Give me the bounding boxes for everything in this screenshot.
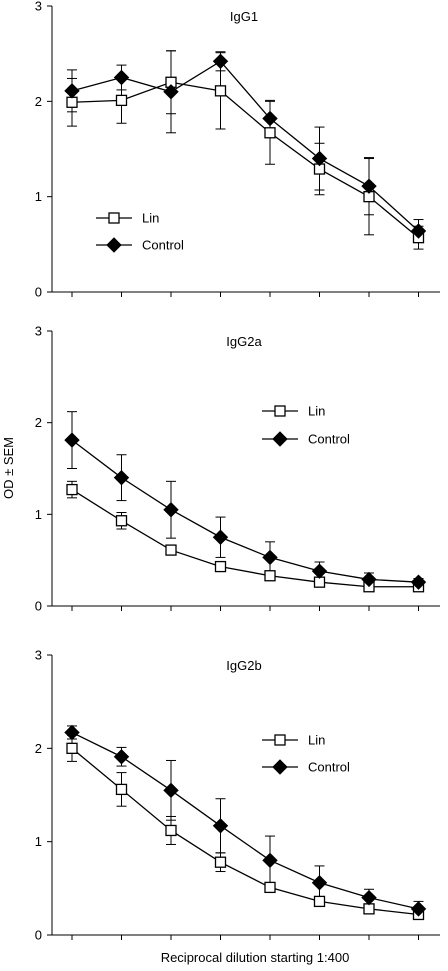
data-point-control bbox=[262, 852, 278, 869]
panel-2: 0 1 2 3 IgG2a Lin Control bbox=[35, 324, 440, 614]
legend-label: Control bbox=[142, 238, 184, 253]
legend-marker bbox=[108, 212, 120, 224]
data-point-lin bbox=[264, 881, 276, 894]
x-axis-label: Reciprocal dilution starting 1:400 bbox=[161, 950, 350, 965]
legend-label: Lin bbox=[308, 733, 325, 748]
data-point-lin bbox=[115, 515, 128, 527]
data-point-control bbox=[361, 571, 377, 588]
data-point-lin bbox=[66, 483, 78, 496]
data-point-control bbox=[113, 69, 130, 86]
series-line-control bbox=[71, 60, 419, 232]
legend: Lin Control bbox=[262, 404, 350, 447]
data-point-control bbox=[64, 83, 80, 99]
data-point-control bbox=[311, 150, 328, 167]
y-tick-label: 2 bbox=[35, 94, 42, 109]
series-line-control bbox=[71, 731, 419, 910]
data-point-control bbox=[311, 875, 328, 891]
data-point-lin bbox=[214, 85, 227, 97]
data-point-lin bbox=[313, 895, 326, 908]
data-point-control bbox=[113, 469, 130, 486]
y-tick-label: 0 bbox=[35, 285, 42, 300]
data-point-control bbox=[64, 432, 80, 448]
y-tick-label: 1 bbox=[35, 507, 42, 522]
data-point-lin bbox=[214, 560, 227, 573]
data-point-control bbox=[163, 84, 179, 100]
y-tick-label: 0 bbox=[35, 599, 42, 614]
y-tick-label: 1 bbox=[35, 834, 42, 849]
series-line-lin bbox=[71, 489, 419, 588]
legend-marker bbox=[272, 431, 288, 447]
data-point-lin bbox=[66, 96, 78, 108]
data-point-lin bbox=[115, 783, 128, 796]
y-tick-label: 1 bbox=[35, 189, 42, 204]
data-point-control bbox=[163, 782, 179, 799]
panel-title: IgG2b bbox=[226, 658, 261, 673]
data-point-control bbox=[163, 502, 179, 518]
data-point-control bbox=[311, 563, 328, 579]
data-point-lin bbox=[165, 824, 177, 837]
legend-marker bbox=[274, 734, 286, 746]
legend-label: Control bbox=[308, 432, 350, 447]
legend-marker bbox=[106, 237, 122, 253]
data-point-control bbox=[64, 724, 80, 741]
data-point-control bbox=[361, 889, 377, 906]
data-point-lin bbox=[214, 856, 227, 868]
panel-1: 0 1 2 3 IgG1 Lin Control bbox=[35, 0, 440, 300]
data-point-lin bbox=[66, 742, 78, 754]
legend: Lin Control bbox=[262, 733, 350, 775]
legend-label: Lin bbox=[142, 211, 159, 226]
y-tick-label: 0 bbox=[35, 928, 42, 943]
legend-label: Lin bbox=[308, 404, 325, 419]
y-tick-label: 3 bbox=[35, 0, 42, 14]
data-point-control bbox=[410, 901, 427, 917]
data-point-control bbox=[212, 53, 229, 70]
data-point-control bbox=[212, 529, 229, 545]
data-point-control bbox=[262, 110, 278, 127]
data-point-lin bbox=[264, 127, 276, 139]
series-line-lin bbox=[71, 747, 419, 916]
legend: Lin Control bbox=[96, 211, 184, 253]
data-point-lin bbox=[264, 570, 276, 582]
data-point-control bbox=[410, 574, 427, 590]
panel-title: IgG2a bbox=[226, 334, 262, 349]
y-tick-label: 3 bbox=[35, 324, 42, 339]
series-line-lin bbox=[71, 81, 419, 239]
data-point-control bbox=[113, 749, 130, 765]
data-point-control bbox=[262, 549, 278, 566]
panel-3: 0 1 2 3 IgG2b Lin Control bbox=[35, 648, 440, 943]
data-point-control bbox=[212, 818, 229, 834]
y-tick-label: 2 bbox=[35, 415, 42, 430]
data-point-control bbox=[410, 223, 427, 239]
legend-marker bbox=[274, 405, 286, 417]
y-tick-label: 2 bbox=[35, 741, 42, 756]
y-axis-label: OD ± SEM bbox=[1, 437, 16, 499]
data-point-lin bbox=[165, 544, 177, 556]
data-point-lin bbox=[115, 94, 128, 107]
legend-marker bbox=[272, 759, 288, 775]
series-line-control bbox=[71, 439, 419, 583]
data-point-control bbox=[361, 178, 377, 194]
legend-label: Control bbox=[308, 760, 350, 775]
y-tick-label: 3 bbox=[35, 648, 42, 663]
panel-title: IgG1 bbox=[230, 9, 258, 24]
